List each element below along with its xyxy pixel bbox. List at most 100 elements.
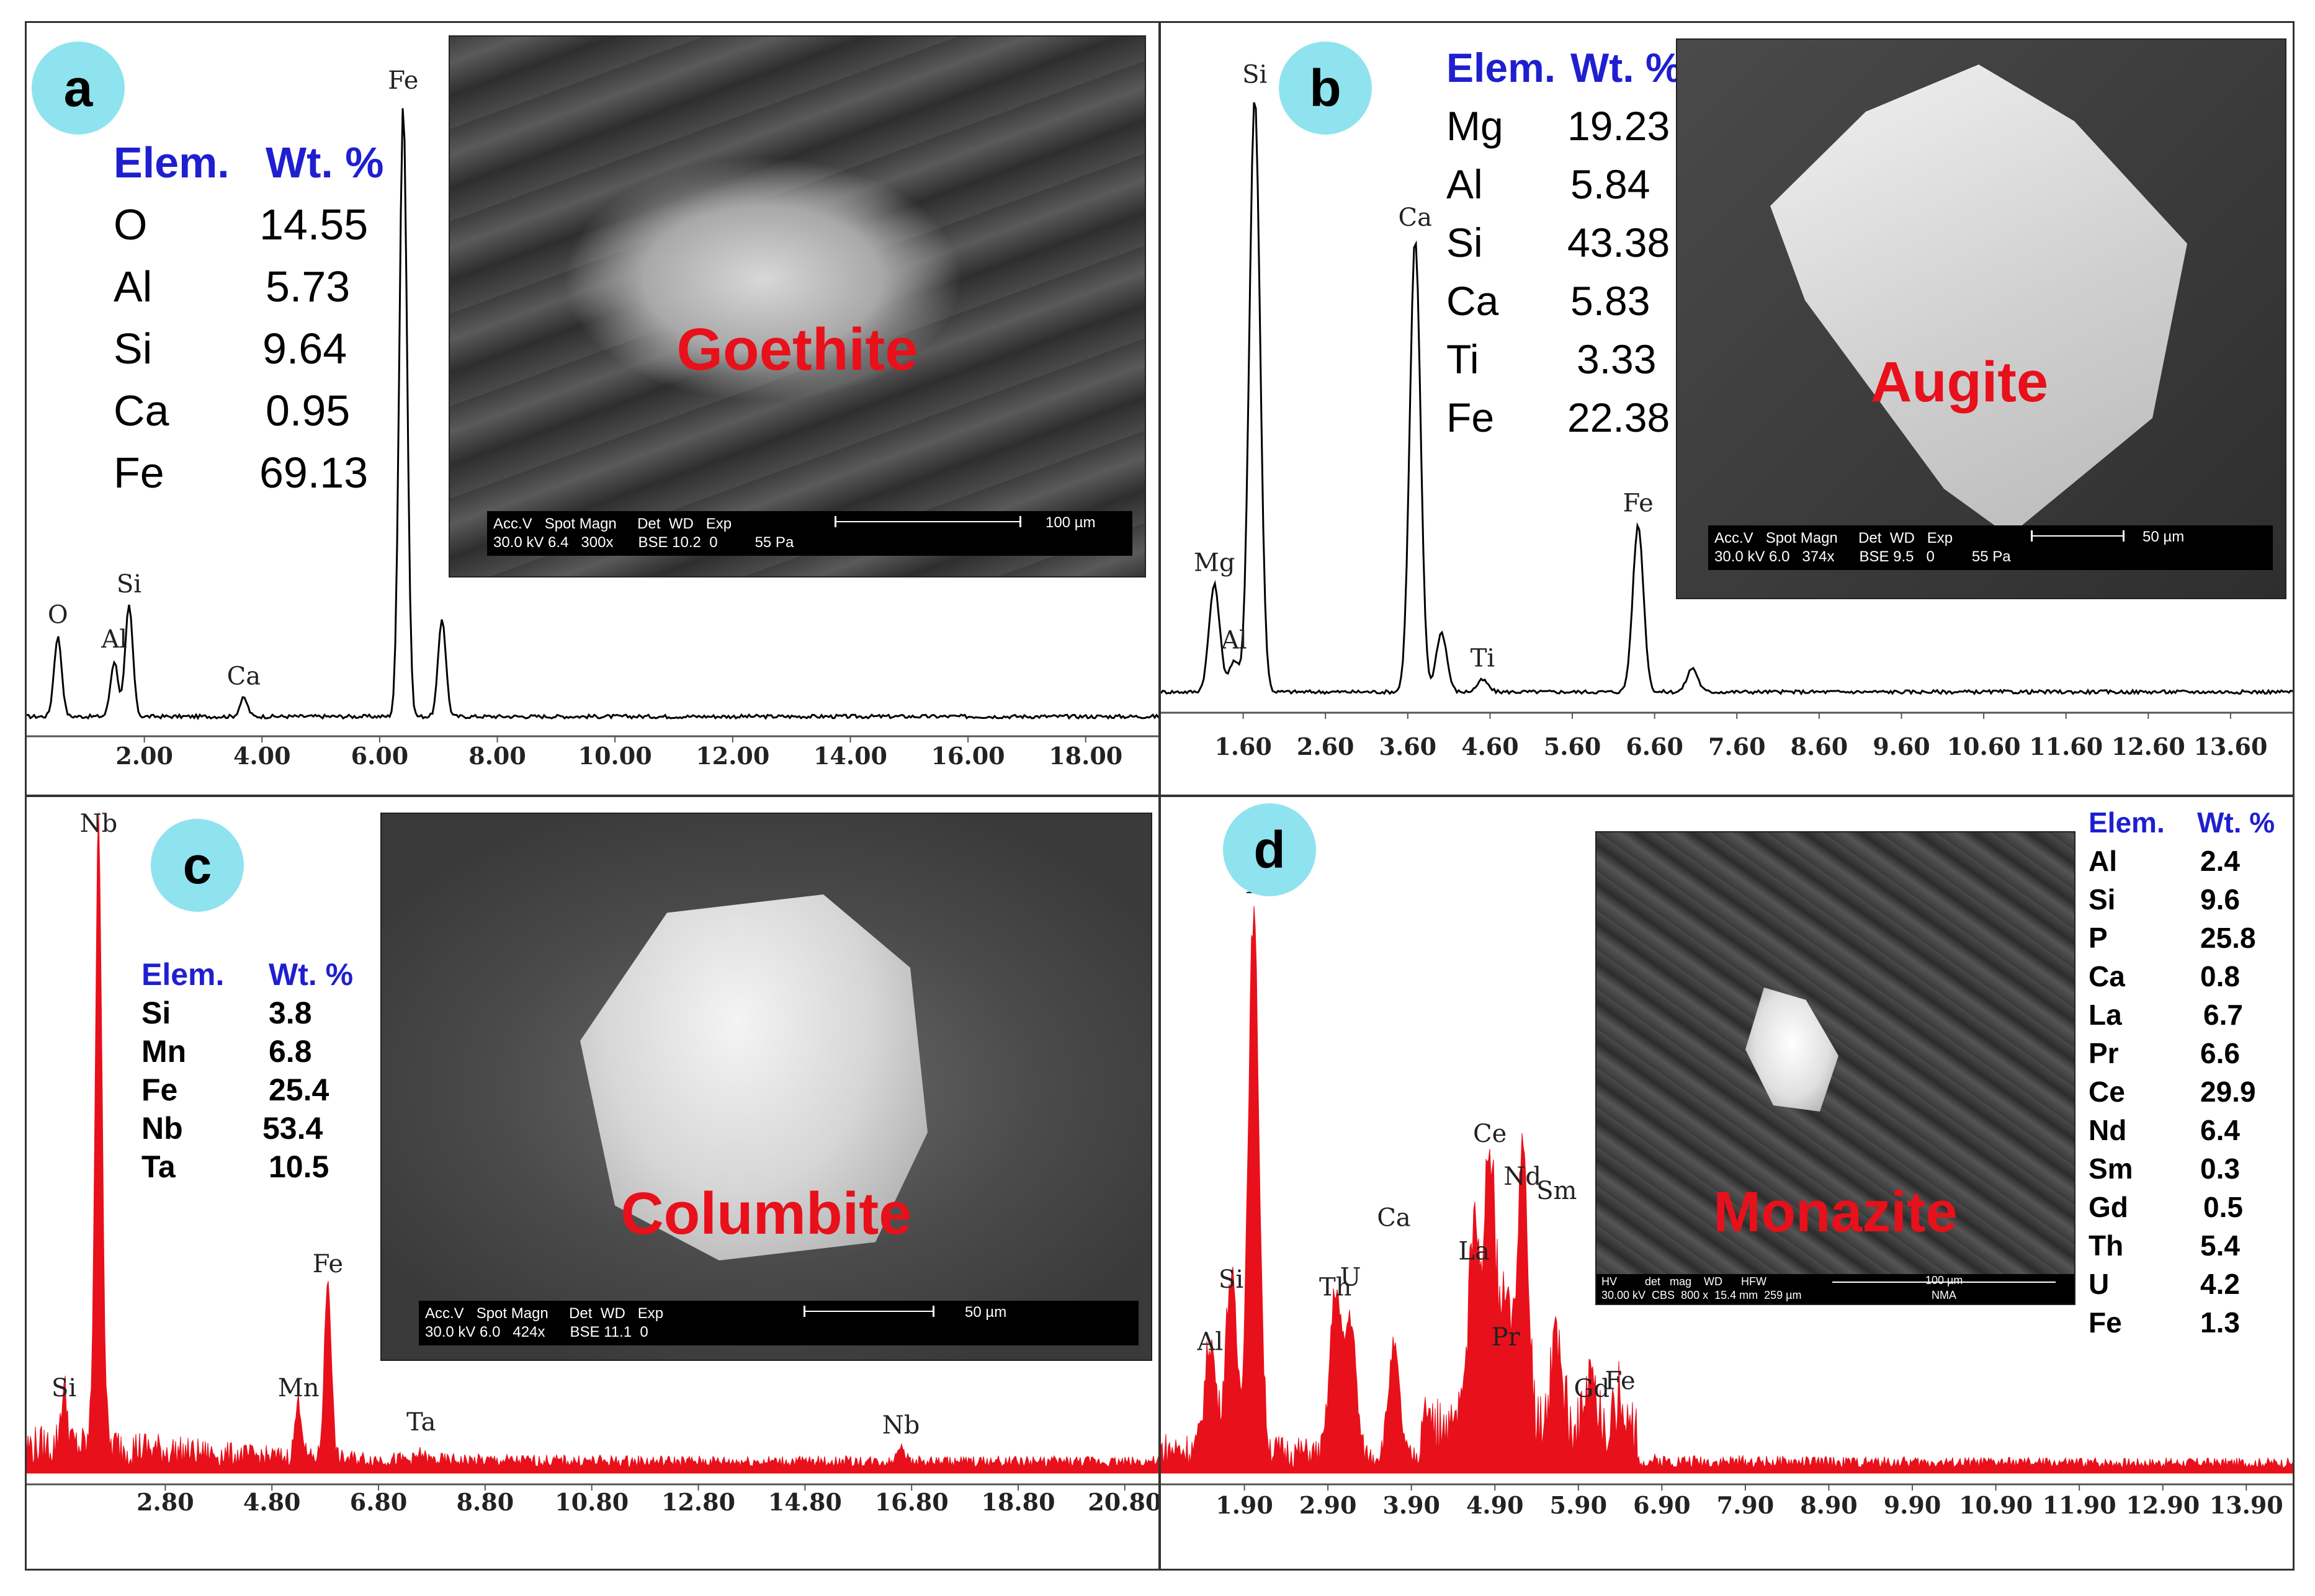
peak-label: Th xyxy=(1319,1273,1351,1301)
weight: 25.8 xyxy=(2200,922,2256,954)
peak-label: Al xyxy=(1220,626,1247,654)
element: U xyxy=(2089,1268,2110,1300)
table-row: U 4.2 xyxy=(2089,1265,2275,1303)
table-header: Elem. Wt. % xyxy=(141,955,353,994)
scale-bar xyxy=(804,1311,934,1312)
info-center: NMA xyxy=(1932,1289,1956,1301)
header-element: Elem. xyxy=(141,957,225,992)
x-tick-label: 2.80 xyxy=(137,1488,194,1516)
weight: 3.33 xyxy=(1577,336,1657,382)
peak-label: Mn xyxy=(278,1374,320,1402)
spectrum-b: 1.60 2.60 3.60 4.60 5.60 6.60 7.60 8.60 9.60 10.6… xyxy=(1161,60,2293,760)
weight: 22.38 xyxy=(1567,395,1670,440)
scale-bar-tick xyxy=(933,1306,934,1317)
info-line: 30.0 kV 6.0 424x BSE 11.1 0 xyxy=(425,1324,648,1340)
panel-label-b: b xyxy=(1279,42,1372,135)
sem-info-bar: Acc.V Spot Magn Det WD Exp 30.0 kV 6.0 4… xyxy=(419,1301,1139,1345)
sem-image-augite: Augite Acc.V Spot Magn Det WD Exp 30.0 k… xyxy=(1676,38,2286,599)
peak-label: La xyxy=(1458,1237,1489,1266)
x-tick-label: 6.80 xyxy=(350,1488,408,1516)
peak-label: Al xyxy=(1197,1327,1224,1356)
spectrum-trace-a xyxy=(27,108,1158,721)
x-tick-label: 14.80 xyxy=(768,1488,842,1516)
x-tick-label: 1.90 xyxy=(1216,1491,1273,1519)
weight: 0.5 xyxy=(2203,1191,2243,1223)
x-tick-label: 8.00 xyxy=(468,742,526,770)
peak-label: Al xyxy=(101,625,127,654)
scale-label: 100 µm xyxy=(1046,514,1096,531)
panel-d: 1.90 2.90 3.90 4.90 5.90 6.90 7.90 8.90 9.90 10.9… xyxy=(1159,795,2295,1571)
table-row: P 25.8 xyxy=(2089,919,2275,957)
x-tick-label: 8.80 xyxy=(457,1488,514,1516)
table-row: Al 2.4 xyxy=(2089,842,2275,880)
x-tick-label: 10.80 xyxy=(555,1488,629,1516)
header-weight: Wt. % xyxy=(269,957,354,992)
composition-table-a: Elem. Wt. % O 14.55 Al 5.73 Si 9.64 Ca 0.95 F… xyxy=(114,132,384,504)
composition-table-b: Elem. Wt. % Mg 19.23 Al 5.84 Si 43.38 Ca 5.83… xyxy=(1446,38,1682,447)
info-line: HV det mag WD HFW xyxy=(1601,1275,1767,1288)
table-row: Al 5.73 xyxy=(114,256,384,318)
peak-label: Ti xyxy=(1471,644,1495,672)
table-row: Ca 0.95 xyxy=(114,380,384,442)
weight: 3.8 xyxy=(269,996,312,1030)
spectrum-line xyxy=(27,108,1158,721)
element: Gd xyxy=(2089,1191,2128,1223)
peak-label: Ce xyxy=(1473,1120,1507,1148)
peak-label: Ta xyxy=(406,1408,436,1437)
spectrum-a: 2.00 4.00 6.00 8.00 10.00 12.00 14.00 16.00 18.0… xyxy=(27,66,1158,770)
scale-label: 50 µm xyxy=(965,1304,1007,1321)
element: Al xyxy=(2089,845,2117,877)
grain-shape xyxy=(1770,65,2187,536)
element: La xyxy=(2089,999,2122,1031)
scale-bar xyxy=(2031,535,2124,537)
grain-shape xyxy=(1745,987,1838,1112)
element: Si xyxy=(141,996,171,1030)
weight: 5.83 xyxy=(1570,278,1650,324)
peak-label: Ca xyxy=(1399,203,1432,232)
table-header: Elem. Wt. % xyxy=(1446,38,1682,97)
x-tick-label: 8.90 xyxy=(1800,1491,1858,1519)
scale-bar-tick xyxy=(2123,530,2125,542)
table-row: Nd 6.4 xyxy=(2089,1111,2275,1149)
table-row: Fe 25.4 xyxy=(141,1071,353,1109)
element: O xyxy=(114,200,148,249)
sem-image-goethite: Goethite Acc.V Spot Magn Det WD Exp 30.0… xyxy=(449,35,1146,577)
table-row: Ti 3.33 xyxy=(1446,330,1682,388)
header-weight: Wt. % xyxy=(266,138,384,187)
element: Si xyxy=(2089,883,2116,916)
x-tick-label: 5.60 xyxy=(1544,733,1601,760)
x-tick-label: 4.00 xyxy=(233,742,291,770)
table-row: Mn 6.8 xyxy=(141,1032,353,1071)
sem-info-bar: HV det mag WD HFW 30.00 kV CBS 800 x 15.… xyxy=(1596,1274,2074,1304)
x-tick-label: 7.60 xyxy=(1708,733,1766,760)
peak-label: Nd xyxy=(1503,1162,1541,1191)
element: Si xyxy=(1446,220,1483,265)
x-tick-label: 6.00 xyxy=(351,742,409,770)
x-tick-label: 13.90 xyxy=(2210,1491,2283,1519)
spectrum-area xyxy=(27,812,1158,1474)
table-row: Ta 10.5 xyxy=(141,1148,353,1186)
element: Sm xyxy=(2089,1152,2133,1185)
element: Pr xyxy=(2089,1037,2119,1069)
element: Th xyxy=(2089,1229,2124,1262)
x-tick-label: 4.80 xyxy=(243,1488,301,1516)
table-row: La 6.7 xyxy=(2089,996,2275,1034)
element: Fe xyxy=(1446,395,1495,440)
panel-label-a: a xyxy=(32,42,125,135)
weight: 5.73 xyxy=(266,262,351,311)
weight: 6.6 xyxy=(2200,1037,2240,1069)
info-line: Acc.V Spot Magn Det WD Exp xyxy=(493,515,732,532)
element: P xyxy=(2089,922,2108,954)
x-tick-label: 12.60 xyxy=(2111,733,2185,760)
weight: 0.3 xyxy=(2200,1152,2240,1185)
table-row: Mg 19.23 xyxy=(1446,97,1682,155)
peak-label: Fe xyxy=(388,66,418,95)
weight: 53.4 xyxy=(262,1111,323,1146)
element: Mg xyxy=(1446,103,1503,149)
element: Ti xyxy=(1446,336,1479,382)
element: Nb xyxy=(141,1111,183,1146)
weight: 19.23 xyxy=(1567,103,1670,149)
x-tick-label: 3.60 xyxy=(1379,733,1437,760)
header-element: Elem. xyxy=(114,138,230,187)
panel-b: 1.60 2.60 3.60 4.60 5.60 6.60 7.60 8.60 9.60 10.6… xyxy=(1159,21,2295,796)
